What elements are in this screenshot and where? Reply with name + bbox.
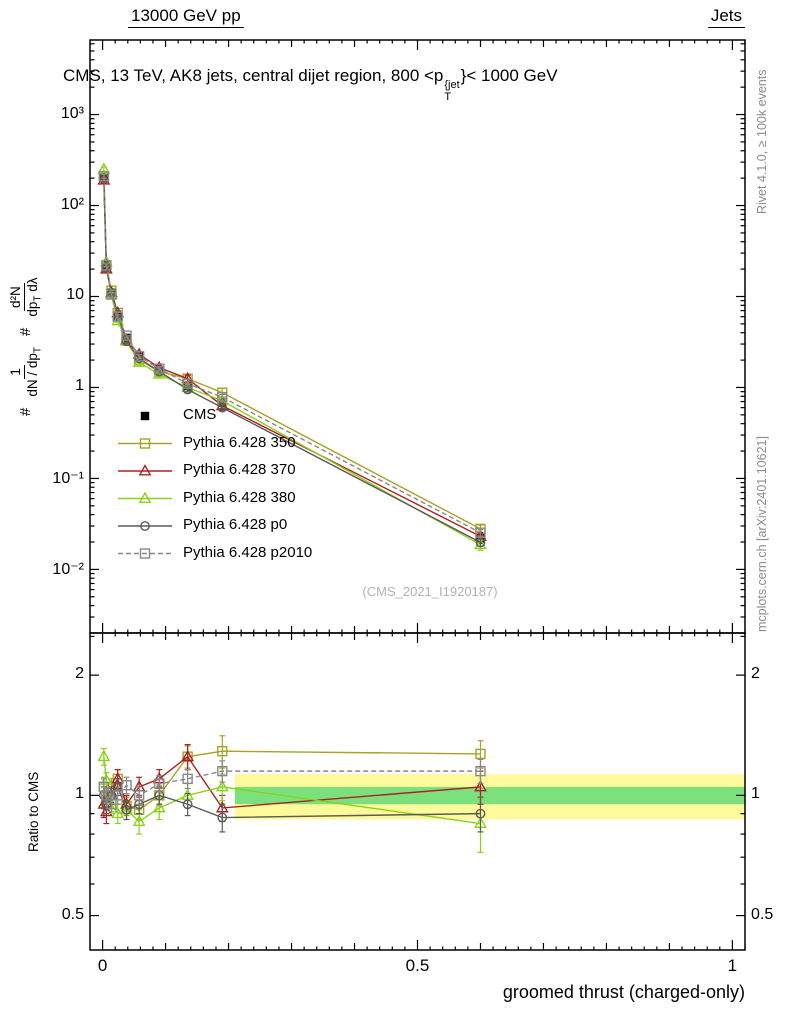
plot-title: CMS, 13 TeV, AK8 jets, central dijet reg…	[63, 66, 558, 103]
legend-label-cms: CMS	[183, 406, 217, 423]
ylabel-fraction-2: d²N dpT dλ	[8, 277, 44, 317]
x-axis-label: groomed thrust (charged-only)	[502, 982, 745, 1002]
title-prefix: CMS, 13 TeV, AK8 jets, central dijet reg…	[63, 66, 444, 85]
legend-label-pythia-350: Pythia 6.428 350	[183, 433, 296, 451]
mcplots-citation-label: mcplots.cern.ch [arXiv:2401.10621]	[755, 436, 769, 632]
legend-label-pythia-p2010: Pythia 6.428 p2010	[183, 543, 313, 561]
legend-label-pythia-p0: Pythia 6.428 p0	[183, 516, 288, 533]
ylabel-hash-2: #	[17, 327, 35, 337]
legend-label-pythia-370: Pythia 6.428 370	[183, 461, 296, 478]
header-beam-label: 13000 GeV pp	[128, 6, 244, 28]
main-series-5	[98, 171, 486, 538]
axis-ticks	[90, 40, 746, 950]
title-subscript: T	[444, 90, 452, 103]
legend-markers	[118, 411, 172, 559]
main-series-1	[98, 171, 486, 535]
ratio-series-5	[98, 758, 486, 813]
title-superscript: {jet	[444, 79, 460, 91]
rivet-version-label: Rivet 4.1.0, ≥ 100k events	[755, 69, 769, 214]
main-series-2	[97, 173, 487, 542]
y-axis-label: # 1 dN / dpT # d²N dpT dλ	[8, 276, 44, 416]
ylabel-hash-1: #	[17, 407, 35, 416]
ylabel-fraction-1: 1 dN / dpT	[8, 347, 44, 397]
ratio-y-axis-label: Ratio to CMS	[26, 771, 41, 852]
ratio-uncertainty-bands	[234, 774, 745, 820]
title-pt-scripts: {jet T	[444, 79, 460, 103]
legend-label-pythia-380: Pythia 6.428 380	[183, 488, 296, 506]
analysis-id-watermark: (CMS_2021_I1920187)	[362, 584, 498, 599]
title-suffix: }< 1000 GeV	[460, 66, 558, 85]
header-process-label: Jets	[707, 6, 745, 28]
